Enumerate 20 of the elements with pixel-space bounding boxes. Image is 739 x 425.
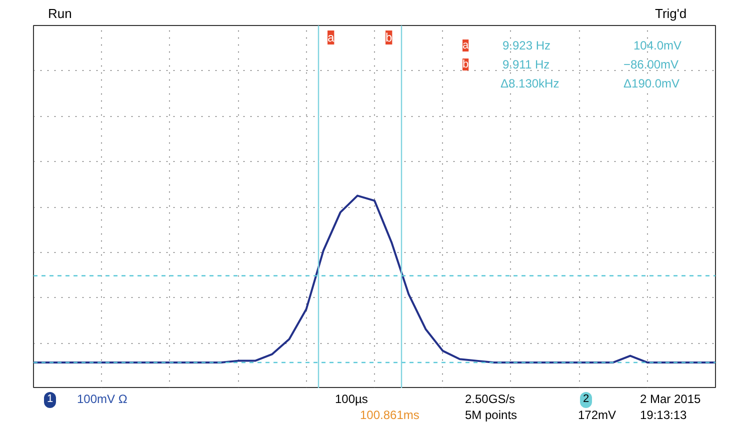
text: 2 bbox=[580, 392, 592, 408]
text: 104.0mV bbox=[634, 38, 682, 52]
text: Δ8.130kHz bbox=[500, 76, 560, 90]
text: b bbox=[386, 30, 392, 44]
text: 5M points bbox=[465, 407, 518, 424]
text: b bbox=[462, 58, 469, 70]
text: −86.00mV bbox=[624, 58, 679, 72]
text: Run bbox=[48, 5, 72, 23]
text: 9.923 Hz bbox=[502, 38, 551, 52]
text: 1 bbox=[44, 392, 56, 408]
text: Δ190.0mV bbox=[624, 76, 680, 90]
text: 2 Mar 2015 bbox=[640, 391, 701, 408]
text: 9.911 Hz bbox=[502, 58, 550, 72]
text: 19:13:13 bbox=[640, 407, 687, 424]
text: 172mV bbox=[578, 407, 616, 424]
text: 100µs bbox=[335, 391, 368, 408]
text: 2.50GS/s bbox=[465, 391, 516, 408]
text: 100mV Ω bbox=[77, 391, 128, 408]
text: 100.861ms bbox=[360, 407, 420, 424]
text: Trig'd bbox=[655, 5, 687, 23]
